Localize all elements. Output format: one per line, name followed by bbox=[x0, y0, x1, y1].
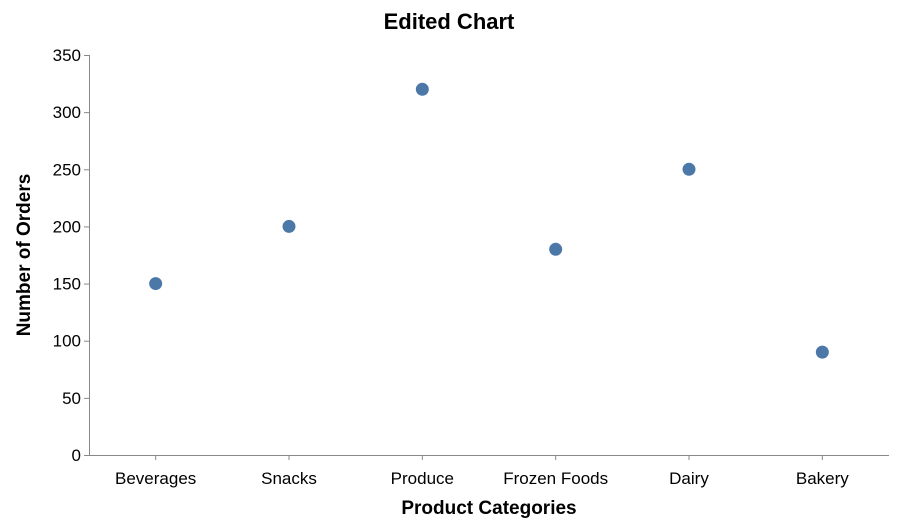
x-tick-label: Frozen Foods bbox=[503, 469, 608, 488]
data-point bbox=[815, 345, 829, 359]
x-tick-label: Beverages bbox=[115, 469, 196, 488]
data-point bbox=[682, 162, 696, 176]
y-tick-label: 300 bbox=[53, 103, 81, 122]
data-point bbox=[415, 82, 429, 96]
chart-title: Edited Chart bbox=[384, 9, 515, 34]
y-tick-label: 250 bbox=[53, 160, 81, 179]
x-axis: Beverages Snacks Produce Frozen Foods Dairy B… bbox=[89, 455, 889, 488]
y-tick-label: 150 bbox=[53, 275, 81, 294]
data-point bbox=[549, 242, 563, 256]
y-axis: 0 50 100 150 200 250 300 350 bbox=[53, 46, 90, 465]
data-point bbox=[282, 219, 296, 233]
x-tick-label: Dairy bbox=[669, 469, 709, 488]
y-tick-label: 200 bbox=[53, 217, 81, 236]
data-point bbox=[149, 277, 163, 291]
y-tick-label: 100 bbox=[53, 332, 81, 351]
x-axis-title: Product Categories bbox=[401, 498, 576, 519]
y-axis-title: Number of Orders bbox=[14, 174, 35, 337]
x-tick-label: Snacks bbox=[261, 469, 317, 488]
y-tick-label: 0 bbox=[72, 446, 81, 465]
x-tick-label: Bakery bbox=[796, 469, 849, 488]
y-tick-label: 50 bbox=[62, 389, 81, 408]
data-points bbox=[149, 82, 829, 359]
x-tick-label: Produce bbox=[391, 469, 454, 488]
y-tick-label: 350 bbox=[53, 46, 81, 65]
